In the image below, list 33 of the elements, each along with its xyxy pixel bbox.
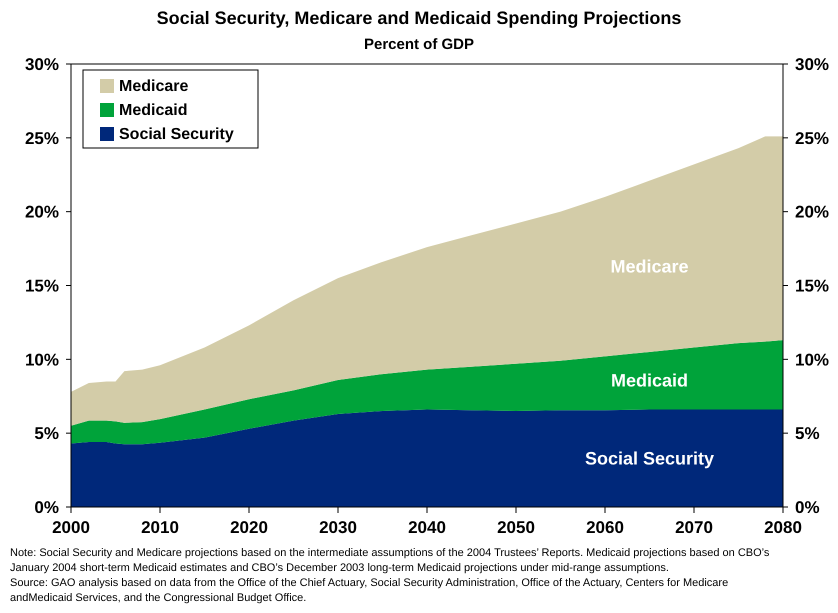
x-tick-label: 2020 bbox=[230, 518, 268, 537]
y-tick-label: 5% bbox=[34, 424, 59, 444]
y2-tick-label: 10% bbox=[795, 350, 830, 370]
legend-label: Medicare bbox=[119, 78, 188, 95]
text: Medicaid bbox=[610, 370, 688, 391]
chart-subtitle: Percent of GDP bbox=[364, 36, 474, 53]
legend-label: Medicaid bbox=[119, 102, 188, 119]
y2-tick-label: 15% bbox=[795, 276, 830, 296]
y2-tick-label: 0% bbox=[795, 498, 820, 517]
x-tick-label: 2080 bbox=[764, 518, 802, 537]
y2-tick-label: 25% bbox=[795, 128, 830, 148]
text: Medicare bbox=[610, 256, 689, 276]
text: Social Security bbox=[584, 448, 714, 468]
y-tick-label: 25% bbox=[24, 128, 59, 148]
y2-tick-label: 5% bbox=[795, 424, 820, 444]
y2-tick-label: 30% bbox=[795, 55, 830, 74]
x-tick-label: 2060 bbox=[586, 518, 624, 537]
y-tick-label: 10% bbox=[24, 350, 59, 370]
y-tick-label: 20% bbox=[24, 202, 59, 222]
chart-title: Social Security, Medicare and Medicaid Spending Projections bbox=[156, 8, 682, 28]
x-tick-label: 2070 bbox=[675, 518, 713, 537]
y-tick-label: 30% bbox=[24, 55, 59, 74]
x-tick-label: 2010 bbox=[141, 518, 179, 537]
y-tick-label: 15% bbox=[24, 276, 59, 296]
x-tick-label: 2040 bbox=[408, 518, 446, 537]
legend-label: Social Security bbox=[119, 126, 234, 143]
text: Note: Social Security and Medicare projections based on the intermediate assumptions of the 2004 Trustees’ Reports. Medicaid projections based on CBO’s January 2004 short-term Medicaid estimates and CBO’s December 2003 long-term Medicaid projections under mid-range assumptions. bbox=[10, 547, 770, 574]
x-tick-label: 2000 bbox=[52, 518, 90, 537]
source-note: Source: GAO analysis based on data from the Office of the Chief Actuary, Social Security Administration, Office of the Actuary, Centers for Medicare andMedicaid Services, and the Congressional Budget Office. bbox=[10, 577, 728, 604]
y-tick-label: 0% bbox=[34, 498, 59, 517]
x-tick-label: 2030 bbox=[319, 518, 357, 537]
y2-tick-label: 20% bbox=[795, 202, 830, 222]
x-tick-label: 2050 bbox=[497, 518, 535, 537]
